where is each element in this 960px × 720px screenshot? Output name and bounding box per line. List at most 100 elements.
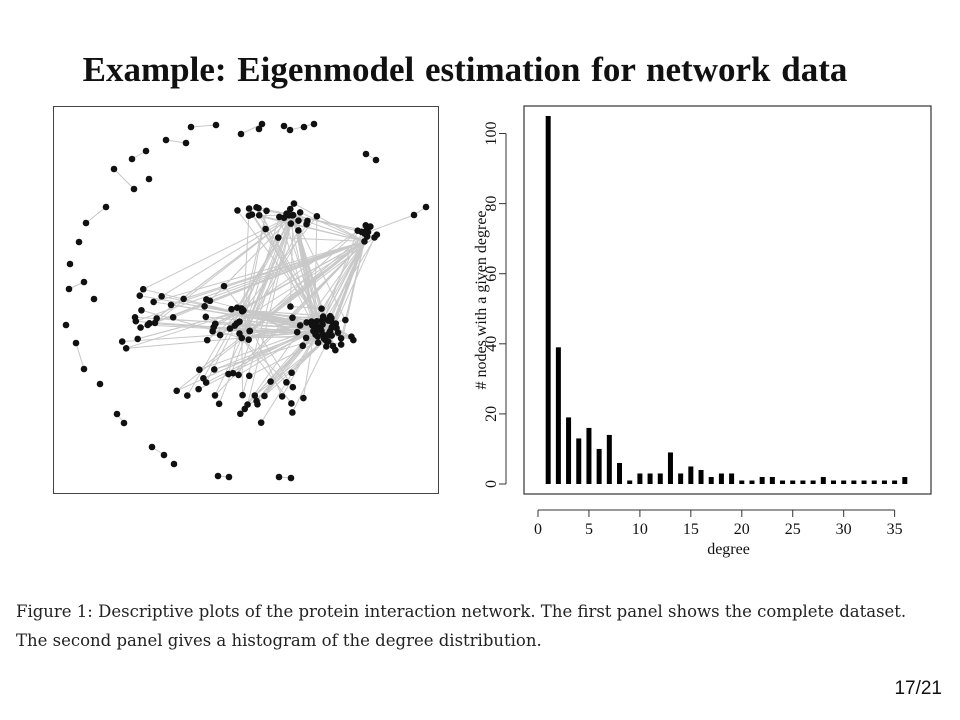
histogram-bar <box>841 480 847 484</box>
network-node <box>139 285 147 293</box>
network-node <box>214 472 222 480</box>
network-node <box>263 207 270 215</box>
network-node <box>310 120 318 128</box>
network-edge <box>241 337 287 383</box>
network-node <box>66 260 74 268</box>
network-node <box>329 342 337 350</box>
network-node <box>362 150 370 158</box>
network-node <box>300 394 307 402</box>
y-axis-label: # nodes with a given degree <box>473 210 490 389</box>
network-node <box>206 297 214 305</box>
network-node <box>142 147 150 155</box>
network-edge <box>153 240 365 303</box>
network-edge <box>243 215 318 311</box>
network-edge <box>214 327 321 370</box>
network-node <box>255 125 263 133</box>
network-node <box>289 383 297 391</box>
network-node <box>262 225 269 233</box>
network-node <box>328 324 335 331</box>
network-edge <box>176 328 315 392</box>
network-edge <box>243 224 367 311</box>
network-node <box>212 320 219 328</box>
histogram-bar <box>617 462 623 484</box>
network-node <box>253 204 260 211</box>
network-nodes <box>62 120 430 482</box>
histogram-bar <box>861 480 867 484</box>
network-node <box>239 391 246 399</box>
network-node <box>283 379 290 386</box>
x-tick-label: 30 <box>836 521 852 538</box>
network-node <box>138 306 145 314</box>
histogram-bar <box>647 473 653 484</box>
network-edge <box>113 168 135 190</box>
network-edge <box>176 240 365 392</box>
network-node <box>148 443 156 451</box>
network-node <box>182 139 190 147</box>
histogram-bar <box>729 473 735 484</box>
network-edge <box>330 233 365 336</box>
network-edge <box>257 328 316 405</box>
network-node <box>267 378 274 385</box>
network-node <box>162 136 170 144</box>
network-node <box>299 342 307 350</box>
network-node <box>144 321 152 329</box>
network-edge <box>165 139 187 144</box>
network-edge <box>198 327 321 390</box>
network-node <box>244 401 251 408</box>
histogram-bar <box>667 452 673 484</box>
network-node <box>187 123 195 131</box>
network-node <box>313 317 321 325</box>
network-node <box>254 400 261 408</box>
network-edge <box>247 328 316 405</box>
network-edge <box>135 240 365 322</box>
network-node <box>130 185 138 193</box>
network-edge <box>153 301 321 329</box>
network-node <box>289 211 296 219</box>
network-node <box>62 321 70 329</box>
network-node <box>246 327 254 335</box>
network-edge <box>85 206 107 224</box>
network-node <box>342 316 349 324</box>
network-node <box>302 334 310 342</box>
network-node <box>234 207 241 214</box>
histogram-bar <box>749 480 755 484</box>
histogram-bar <box>790 480 796 484</box>
network-edge <box>299 211 365 242</box>
network-node <box>236 330 243 337</box>
network-node <box>326 312 334 320</box>
network-node <box>128 155 136 163</box>
network-node <box>283 210 290 217</box>
network-edge <box>240 123 263 135</box>
histogram-bar <box>555 347 561 484</box>
network-edge <box>219 309 244 336</box>
network-node <box>196 366 203 373</box>
network-edge <box>244 334 331 410</box>
network-node <box>361 238 368 245</box>
network-node <box>245 372 253 380</box>
network-edge <box>330 237 375 336</box>
network-edge <box>251 214 331 336</box>
histogram-bar <box>718 473 724 484</box>
histogram-bar <box>871 480 877 484</box>
network-edge <box>161 214 294 297</box>
network-node <box>120 419 128 427</box>
histogram-bar <box>698 469 704 484</box>
network-node <box>275 473 283 481</box>
x-tick-label: 35 <box>887 521 903 538</box>
histogram-bar <box>627 480 633 484</box>
network-edge <box>241 215 250 339</box>
network-node <box>296 209 304 216</box>
histogram-bar <box>810 480 816 484</box>
x-tick-label: 5 <box>585 521 593 538</box>
network-node <box>288 400 295 407</box>
network-node <box>211 392 219 399</box>
network-edge <box>293 214 367 232</box>
histogram-bar <box>769 476 775 484</box>
network-node <box>153 315 160 322</box>
network-node <box>350 336 357 344</box>
network-node <box>367 223 374 230</box>
degree-histogram: 0 20 40 60 80 100 0 5 10 15 20 25 30 35 degree # nodes … <box>473 105 932 558</box>
histogram-bar <box>545 116 551 484</box>
network-node <box>202 313 210 321</box>
network-edge <box>270 327 321 382</box>
